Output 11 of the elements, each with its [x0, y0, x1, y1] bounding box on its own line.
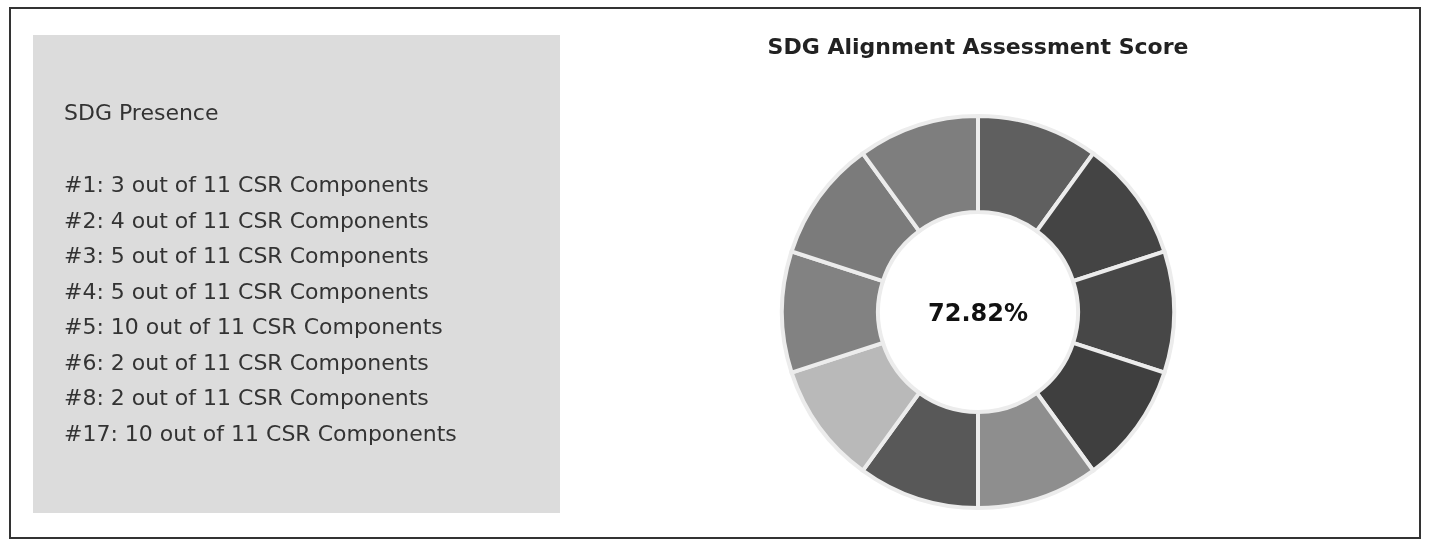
- text: #2: 4 out of 11 CSR Components: [64, 207, 429, 233]
- text: #3: 5 out of 11 CSR Components: [64, 243, 429, 268]
- text: #6: 2 out of 11 CSR Components: [64, 349, 429, 375]
- chart-title: SDG Alignment Assessment Score: [767, 34, 1189, 59]
- text: #5: 10 out of 11 CSR Components: [64, 314, 443, 339]
- text: #8: 2 out of 11 CSR Components: [64, 385, 429, 410]
- text: SDG Presence: [64, 100, 219, 125]
- text: #1: 3 out of 11 CSR Components: [64, 172, 429, 197]
- text: #17: 10 out of 11 CSR Components: [64, 420, 457, 446]
- text: 72.82%: [928, 299, 1028, 327]
- text: #4: 5 out of 11 CSR Components: [64, 278, 429, 304]
